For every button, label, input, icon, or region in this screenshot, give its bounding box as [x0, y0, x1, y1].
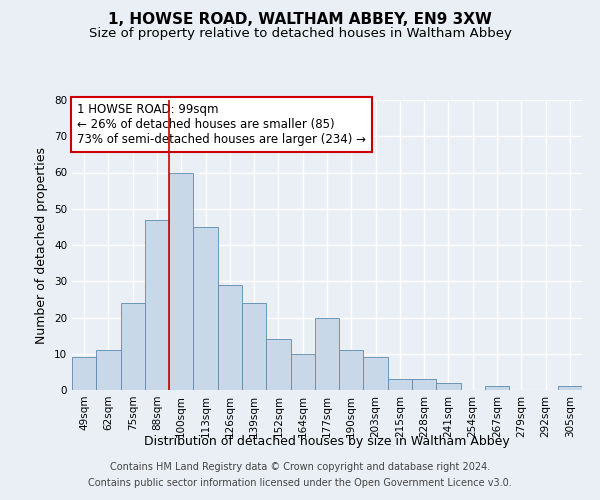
- Bar: [412, 379, 436, 390]
- Bar: [145, 220, 169, 390]
- Bar: [121, 303, 145, 390]
- Text: 1, HOWSE ROAD, WALTHAM ABBEY, EN9 3XW: 1, HOWSE ROAD, WALTHAM ABBEY, EN9 3XW: [108, 12, 492, 28]
- Bar: [96, 350, 121, 390]
- Bar: [558, 386, 582, 390]
- Text: 1 HOWSE ROAD: 99sqm
← 26% of detached houses are smaller (85)
73% of semi-detach: 1 HOWSE ROAD: 99sqm ← 26% of detached ho…: [77, 103, 366, 146]
- Bar: [169, 172, 193, 390]
- Bar: [364, 358, 388, 390]
- Text: Distribution of detached houses by size in Waltham Abbey: Distribution of detached houses by size …: [144, 435, 510, 448]
- Bar: [315, 318, 339, 390]
- Bar: [339, 350, 364, 390]
- Bar: [193, 227, 218, 390]
- Bar: [388, 379, 412, 390]
- Text: Contains HM Land Registry data © Crown copyright and database right 2024.: Contains HM Land Registry data © Crown c…: [110, 462, 490, 472]
- Bar: [485, 386, 509, 390]
- Bar: [218, 285, 242, 390]
- Bar: [266, 339, 290, 390]
- Bar: [290, 354, 315, 390]
- Text: Contains public sector information licensed under the Open Government Licence v3: Contains public sector information licen…: [88, 478, 512, 488]
- Y-axis label: Number of detached properties: Number of detached properties: [35, 146, 49, 344]
- Bar: [436, 383, 461, 390]
- Text: Size of property relative to detached houses in Waltham Abbey: Size of property relative to detached ho…: [89, 28, 511, 40]
- Bar: [242, 303, 266, 390]
- Bar: [72, 358, 96, 390]
